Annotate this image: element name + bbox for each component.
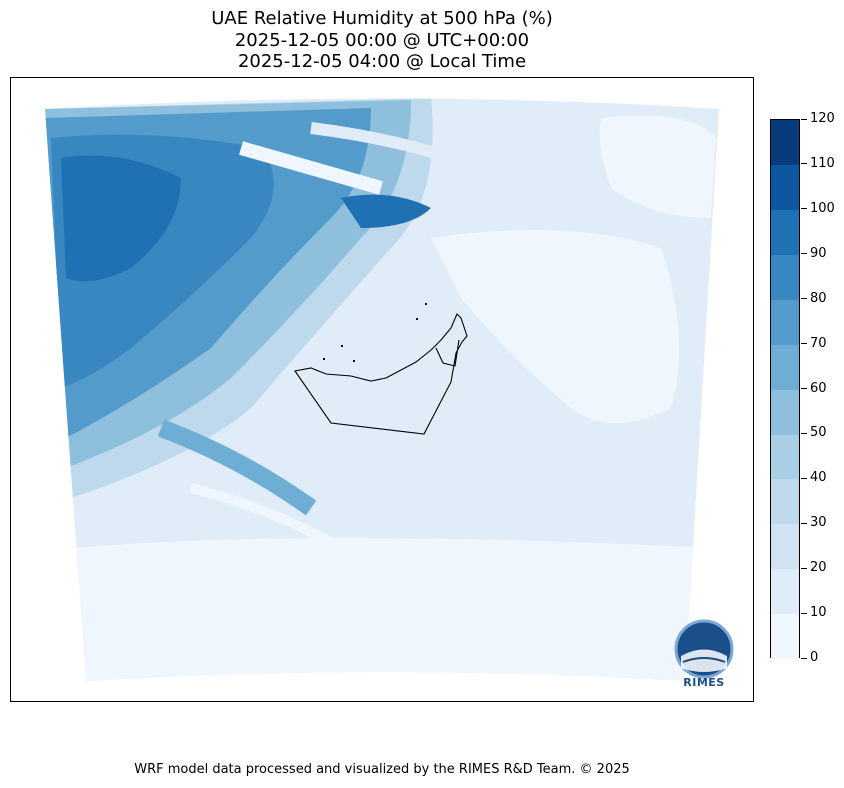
colorbar-tick-label: 20: [810, 560, 827, 576]
colorbar-tick-label: 70: [810, 335, 827, 351]
colorbar-band: [771, 254, 799, 300]
streak-4: [310, 122, 453, 164]
colorbar-tick: [801, 432, 807, 434]
colorbar-tick-label: 50: [810, 425, 827, 441]
map-title-line-3: 2025-12-05 04:00 @ Local Time: [237, 51, 527, 72]
colorbar-tick-label: 60: [810, 380, 827, 396]
islands: [323, 303, 427, 362]
colorbar-band: [771, 164, 799, 210]
colorbar-band: [771, 120, 799, 165]
streak-3: [239, 141, 383, 195]
map-title-line-1: UAE Relative Humidity at 500 hPa (%): [211, 8, 553, 29]
colorbar-tick: [801, 522, 807, 524]
uae-border: [294, 313, 468, 435]
colorbar-tick-label: 0: [810, 650, 819, 665]
island-3: [416, 318, 418, 320]
colorbar-tick-label: 40: [810, 470, 827, 486]
colorbar-tick: [801, 118, 807, 120]
colorbar-tick: [801, 343, 807, 345]
colorbar-band: [771, 479, 799, 525]
colorbar-tick: [801, 163, 807, 165]
colorbar-tick-label: 80: [810, 290, 827, 306]
colorbar-tick: [801, 253, 807, 255]
colorbar-tick-label: 100: [810, 200, 835, 216]
streak-2: [189, 483, 344, 553]
rimes-logo-text: RIMES: [683, 676, 725, 689]
colorbar-tick: [801, 612, 807, 614]
colorbar-tick: [801, 388, 807, 389]
colorbar-band: [771, 434, 799, 480]
colorbar: [770, 119, 800, 660]
uae-outline: [294, 313, 468, 435]
colorbar-tick: [801, 477, 807, 479]
colorbar-tick: [801, 657, 807, 659]
colorbar-band: [771, 524, 799, 570]
field-ne-dry: [599, 115, 716, 218]
colorbar-tick-label: 10: [810, 605, 827, 621]
colorbar-tick: [801, 298, 807, 300]
colorbar-tick-label: 110: [810, 155, 835, 171]
colorbar-tick-label: 30: [810, 515, 827, 531]
colorbar-tick: [801, 567, 807, 569]
humidity-map: [45, 98, 734, 681]
field-south-dry: [51, 538, 711, 681]
streak-1: [157, 419, 317, 516]
colorbar-tick: [801, 208, 807, 210]
map-title-line-2: 2025-12-05 00:00 @ UTC+00:00: [234, 30, 530, 51]
field-core-90: [61, 155, 181, 282]
island-2: [341, 345, 343, 347]
colorbar-tick-label: 90: [810, 245, 827, 261]
colorbar-band: [771, 389, 799, 435]
island-5: [353, 360, 355, 362]
map-frame: RIMES: [10, 77, 754, 702]
humidity-field: [45, 98, 719, 681]
field-core-90-b: [341, 194, 431, 228]
oman-exclave-border: [435, 339, 460, 367]
colorbar-band: [771, 569, 799, 615]
colorbar-band: [771, 299, 799, 345]
colorbar-tick-label: 120: [810, 111, 835, 126]
colorbar-band: [771, 614, 799, 660]
rimes-logo-emblem: [674, 619, 734, 679]
colorbar-band: [771, 209, 799, 255]
island-4: [425, 303, 427, 305]
footer-credit: WRF model data processed and visualized …: [134, 762, 630, 777]
island-1: [323, 358, 325, 360]
field-east-dry: [431, 230, 679, 423]
colorbar-band: [771, 344, 799, 390]
